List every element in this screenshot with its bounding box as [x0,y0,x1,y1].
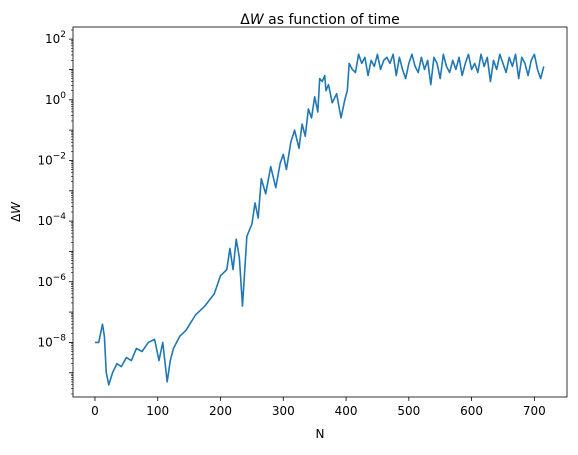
y-tick-label: 10−2 [37,151,66,167]
y-tick-label: 10−8 [37,333,66,349]
x-tick-label: 100 [146,404,169,418]
x-tick-label: 300 [272,404,295,418]
y-tick-label: 10−4 [37,212,66,228]
x-tick-label: 600 [460,404,483,418]
y-tick-label: 102 [45,30,66,46]
x-tick-label: 400 [335,404,358,418]
x-tick-label: 700 [523,404,546,418]
x-axis: 0 100 200 300 400 500 600 700 [91,397,546,418]
y-tick-label: 10−6 [37,273,66,289]
y-tick-label: 100 [45,91,66,107]
x-tick-label: 200 [209,404,232,418]
x-tick-label: 0 [91,404,99,418]
x-axis-label: N [316,427,325,441]
series-line [94,53,545,386]
chart-title: ΔW as function of time [240,12,399,28]
x-tick-label: 500 [397,404,420,418]
plot-area [94,53,545,386]
y-axis-label: ΔW [9,201,23,222]
y-axis: 10−8 10−6 10−4 10−2 100 102 [37,29,73,395]
